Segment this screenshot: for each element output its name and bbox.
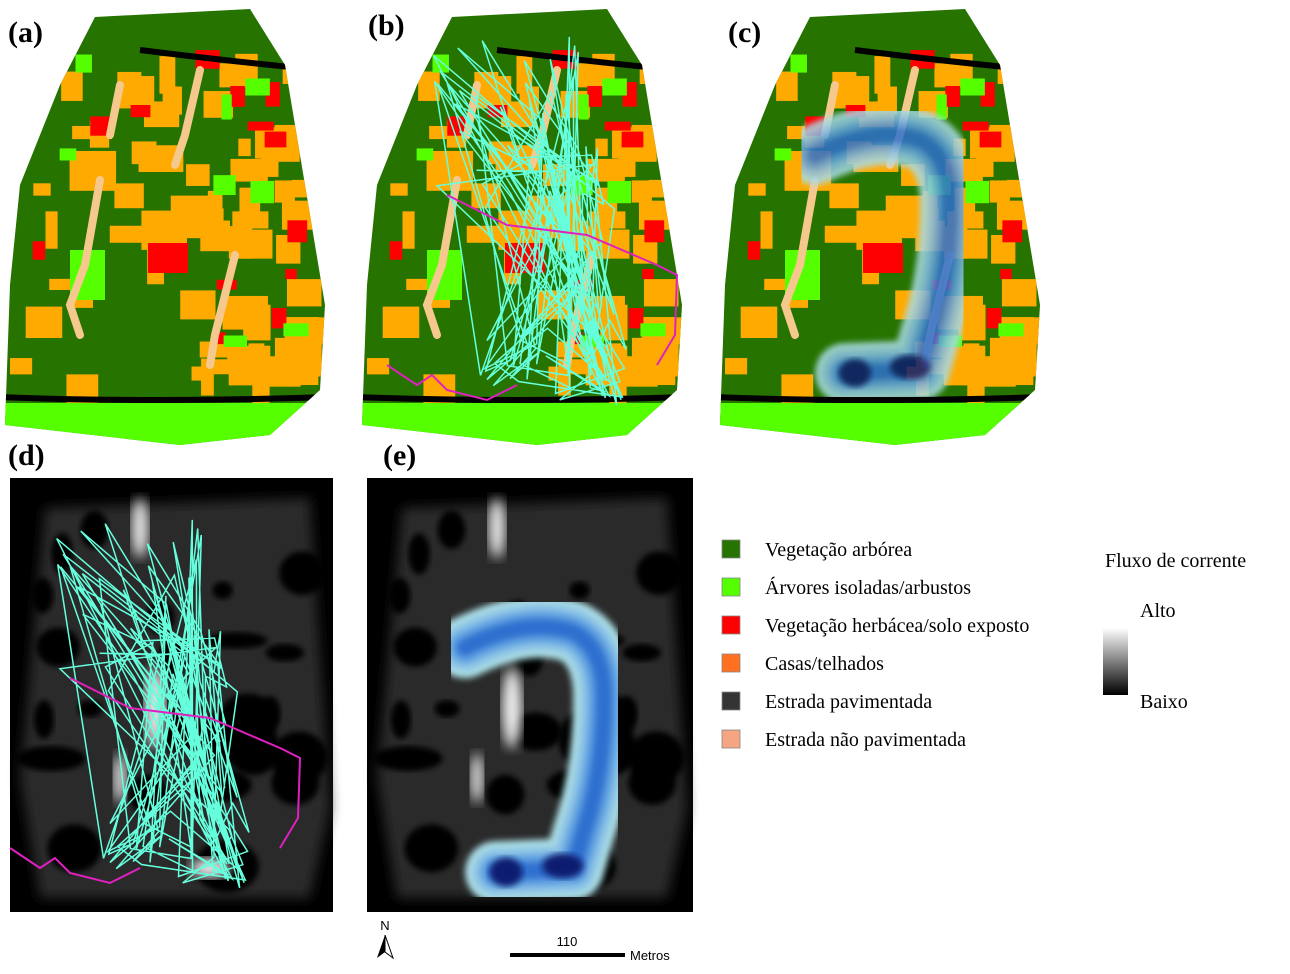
legend-swatch xyxy=(721,615,741,635)
scale-bar xyxy=(510,953,625,957)
flow-high: Alto xyxy=(1140,600,1176,622)
panel-b xyxy=(357,5,701,463)
north-label: N xyxy=(380,918,389,933)
panel-label: (c) xyxy=(728,16,761,49)
legend-label: Árvores isoladas/arbustos xyxy=(765,576,971,599)
panel-d xyxy=(9,478,333,912)
panel-e xyxy=(367,478,693,912)
flow-low: Baixo xyxy=(1140,691,1188,713)
legend-swatch xyxy=(721,729,741,749)
legend-swatch xyxy=(721,691,741,711)
panel-label: (a) xyxy=(8,16,43,49)
legend-label: Vegetação arbórea xyxy=(765,539,912,561)
scale-unit: Metros xyxy=(630,948,670,963)
flow-colorbar xyxy=(1103,628,1128,695)
panel-label: (b) xyxy=(368,9,405,42)
panel-a xyxy=(0,5,344,463)
legend-label: Casas/telhados xyxy=(765,653,884,675)
panel-label: (e) xyxy=(383,439,416,472)
legend-swatch xyxy=(721,577,741,597)
legend-label: Estrada pavimentada xyxy=(765,691,932,713)
legend: Vegetação arbórea Árvores isoladas/arbust… xyxy=(721,539,1029,751)
legend-swatch xyxy=(721,653,741,673)
legend-swatch xyxy=(721,539,741,559)
panel-label: (d) xyxy=(8,439,45,472)
legend-label: Vegetação herbácea/solo exposto xyxy=(765,615,1029,637)
legend-label: Estrada não pavimentada xyxy=(765,729,966,751)
flow-title: Fluxo de corrente xyxy=(1105,550,1246,572)
north-arrow: N xyxy=(377,918,395,960)
panel-c xyxy=(715,5,1059,463)
scale-distance: 110 xyxy=(557,934,578,949)
